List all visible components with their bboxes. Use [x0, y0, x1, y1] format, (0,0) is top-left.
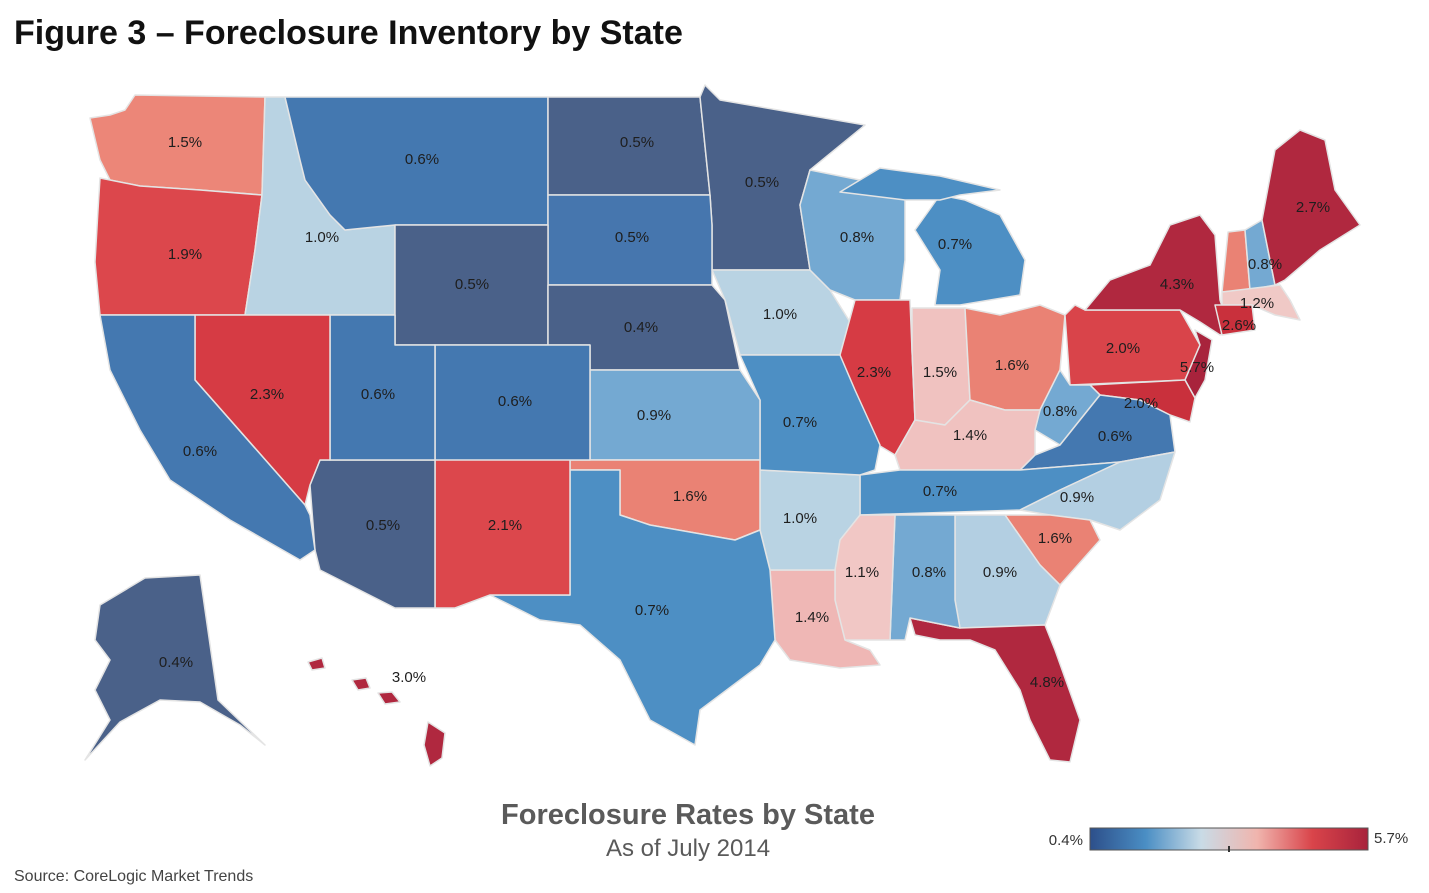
state-label: 0.8%: [912, 564, 946, 581]
state: [309, 459, 436, 609]
state-label: 0.7%: [783, 414, 817, 431]
state-label: 0.6%: [405, 151, 439, 168]
state-label: 0.9%: [983, 564, 1017, 581]
state-label: 0.9%: [637, 407, 671, 424]
state-label: 0.5%: [620, 134, 654, 151]
state: [423, 721, 446, 767]
state-label: 1.4%: [795, 609, 829, 626]
state: [1214, 304, 1256, 336]
state: [84, 574, 266, 761]
state-label: 1.0%: [783, 510, 817, 527]
state-label: 1.0%: [763, 306, 797, 323]
state-label: 2.0%: [1106, 340, 1140, 357]
state-label: 1.2%: [1240, 295, 1274, 312]
state-label: 2.7%: [1296, 199, 1330, 216]
state-label: 1.5%: [168, 134, 202, 151]
state-label: 1.5%: [923, 364, 957, 381]
source: Source: CoreLogic Market Trends: [14, 868, 253, 885]
state: [1084, 214, 1231, 336]
map-subtitle: As of July 2014: [606, 835, 770, 862]
state-label: 2.6%: [1222, 317, 1256, 334]
state: [769, 569, 881, 669]
state-label: 4.3%: [1160, 276, 1194, 293]
state-label: 1.9%: [168, 246, 202, 263]
state-label: 0.9%: [1060, 489, 1094, 506]
state-label: 0.5%: [366, 517, 400, 534]
state: [889, 514, 961, 641]
state-label: 0.8%: [1043, 403, 1077, 420]
state: [99, 314, 316, 561]
state-label: 1.6%: [1038, 530, 1072, 547]
state-label: 0.4%: [159, 654, 193, 671]
state: [1064, 304, 1201, 386]
figure-title: Figure 3 – Foreclosure Inventory by Stat…: [14, 14, 683, 52]
map-title: Foreclosure Rates by State: [501, 799, 875, 831]
legend-max: 5.7%: [1374, 830, 1408, 847]
state-label: 1.4%: [953, 427, 987, 444]
state: [839, 167, 1001, 201]
state: [1261, 129, 1361, 286]
legend-min: 0.4%: [1049, 832, 1083, 849]
state-label: 0.6%: [1098, 428, 1132, 445]
state-label: 2.0%: [1124, 395, 1158, 412]
state-label: 0.6%: [361, 386, 395, 403]
state: [351, 677, 371, 691]
state-label: 3.0%: [392, 669, 426, 686]
state-label: 0.7%: [923, 483, 957, 500]
state-label: 2.1%: [488, 517, 522, 534]
state-label: 2.3%: [250, 386, 284, 403]
state-label: 0.5%: [615, 229, 649, 246]
state-label: 0.4%: [624, 319, 658, 336]
state: [909, 617, 1081, 763]
state-label: 2.3%: [857, 364, 891, 381]
state-label: 0.8%: [840, 229, 874, 246]
state-label: 1.6%: [673, 488, 707, 505]
state-label: 0.6%: [498, 393, 532, 410]
state: [307, 657, 326, 671]
state-label: 1.0%: [305, 229, 339, 246]
state-label: 0.5%: [455, 276, 489, 293]
states: 1.5% 1.9% 1.0% 0.6% 0.5% 0.5% 0.5% 0.5% 0.4% 1.0%…: [84, 84, 1361, 767]
state-label: 4.8%: [1030, 674, 1064, 691]
state-label: 0.7%: [635, 602, 669, 619]
state-label: 0.5%: [745, 174, 779, 191]
state-label: 0.6%: [183, 443, 217, 460]
state-label: 0.7%: [938, 236, 972, 253]
state-label: 0.8%: [1248, 256, 1282, 273]
state-label: 1.6%: [995, 357, 1029, 374]
state: [377, 691, 401, 705]
state: [589, 369, 761, 461]
state-label: 5.7%: [1180, 359, 1214, 376]
state-label: 1.1%: [845, 564, 879, 581]
state: [489, 469, 776, 746]
